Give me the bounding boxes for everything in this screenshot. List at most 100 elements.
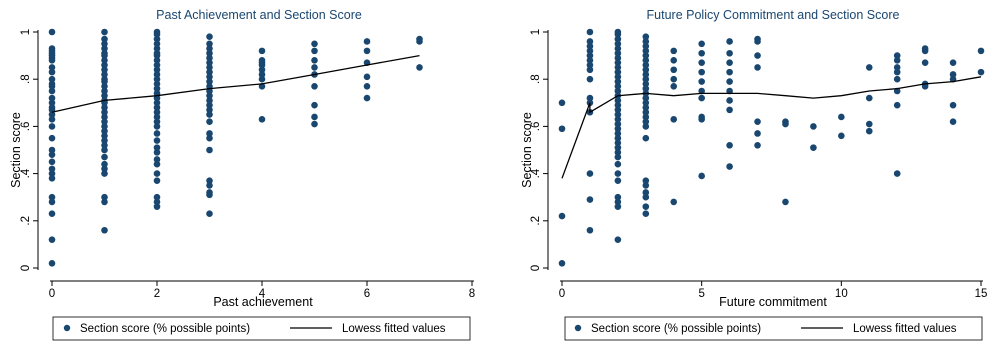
scatter-point: [206, 106, 213, 114]
scatter-point: [586, 42, 594, 50]
scatter-point: [153, 40, 161, 48]
scatter-point: [893, 75, 901, 83]
scatter-point: [642, 33, 650, 41]
scatter-point: [363, 82, 371, 90]
scatter-point: [206, 130, 213, 137]
x-tick-label: 2: [154, 288, 160, 300]
scatter-point: [586, 52, 594, 59]
scatter-point: [153, 80, 161, 88]
scatter-point: [206, 59, 213, 66]
scatter-point: [614, 134, 622, 142]
legend: Section score (% possible points) Lowess…: [52, 316, 471, 341]
scatter-point: [614, 160, 622, 168]
scatter-point: [363, 73, 371, 81]
scatter-point: [311, 40, 318, 48]
scatter-point: [558, 99, 566, 107]
scatter-point: [258, 116, 266, 123]
scatter-point: [153, 130, 161, 137]
scatter-point: [101, 198, 108, 206]
scatter-point: [206, 111, 213, 118]
scatter-point: [670, 47, 678, 55]
scatter-point: [698, 116, 705, 123]
scatter-point: [153, 118, 161, 125]
scatter-point: [48, 82, 56, 90]
scatter-point: [101, 28, 108, 36]
scatter-point: [48, 75, 56, 83]
scatter-point: [614, 120, 622, 128]
scatter-point: [206, 134, 213, 142]
scatter-point: [893, 52, 901, 59]
scatter-point: [586, 170, 594, 177]
scatter-point: [153, 160, 161, 168]
scatter-point: [363, 94, 371, 102]
scatter-point: [754, 52, 761, 59]
scatter-point: [614, 116, 622, 123]
scatter-point: [614, 170, 622, 177]
scatter-point: [258, 71, 266, 78]
scatter-point: [642, 57, 650, 64]
scatter-point: [206, 210, 213, 218]
scatter-point: [754, 64, 761, 71]
scatter-point: [614, 31, 622, 38]
scatter-point: [614, 125, 622, 133]
scatter-point: [48, 165, 56, 173]
scatter-point: [614, 149, 622, 156]
scatter-point: [726, 68, 733, 76]
scatter-point: [48, 111, 56, 118]
scatter-point: [258, 75, 266, 83]
scatter-point: [153, 193, 161, 201]
scatter-point: [153, 99, 161, 107]
scatter-point: [206, 118, 213, 125]
scatter-point: [949, 101, 957, 109]
scatter-point: [206, 177, 213, 184]
scatter-point: [614, 203, 622, 210]
scatter-point: [101, 45, 108, 52]
scatter-point: [586, 196, 594, 203]
scatter-point: [48, 57, 56, 64]
scatter-point: [258, 66, 266, 74]
y-axis-label: Section score: [520, 112, 534, 188]
scatter-point: [153, 123, 161, 130]
scatter-point: [698, 49, 705, 57]
scatter-point: [614, 130, 622, 137]
scatter-point: [642, 118, 650, 125]
scatter-point: [726, 106, 733, 114]
scatter-point: [698, 68, 705, 76]
scatter-point: [311, 101, 318, 109]
scatter-point: [921, 59, 929, 66]
scatter-point: [726, 38, 733, 45]
scatter-point: [416, 38, 423, 45]
scatter-point: [642, 42, 650, 50]
scatter-point: [642, 210, 650, 218]
scatter-point: [101, 137, 108, 144]
scatter-point: [698, 172, 705, 180]
scatter-point: [153, 71, 161, 78]
scatter-point: [726, 49, 733, 57]
scatter-point: [101, 87, 108, 95]
scatter-point: [311, 57, 318, 64]
scatter-point: [698, 87, 705, 95]
scatter-point: [754, 38, 761, 45]
scatter-point: [614, 236, 622, 243]
scatter-point: [258, 47, 266, 55]
scatter-point: [921, 47, 929, 55]
scatter-point: [614, 49, 622, 57]
scatter-point: [949, 71, 957, 78]
scatter-point: [865, 120, 873, 128]
scatter-point: [101, 104, 108, 111]
scatter-point: [206, 68, 213, 76]
scatter-point: [101, 160, 108, 168]
x-tick-label: 10: [835, 288, 848, 300]
scatter-point: [311, 64, 318, 71]
scatter-point: [48, 64, 56, 71]
scatter-point: [586, 226, 594, 234]
scatter-point: [642, 80, 650, 88]
y-tick-label: .2: [20, 216, 32, 226]
x-tick-label: 15: [975, 288, 988, 300]
scatter-point: [206, 54, 213, 62]
scatter-point: [311, 113, 318, 121]
scatter-point: [614, 35, 622, 43]
y-tick-label: .8: [20, 74, 32, 84]
y-tick-label: 1: [20, 29, 32, 35]
